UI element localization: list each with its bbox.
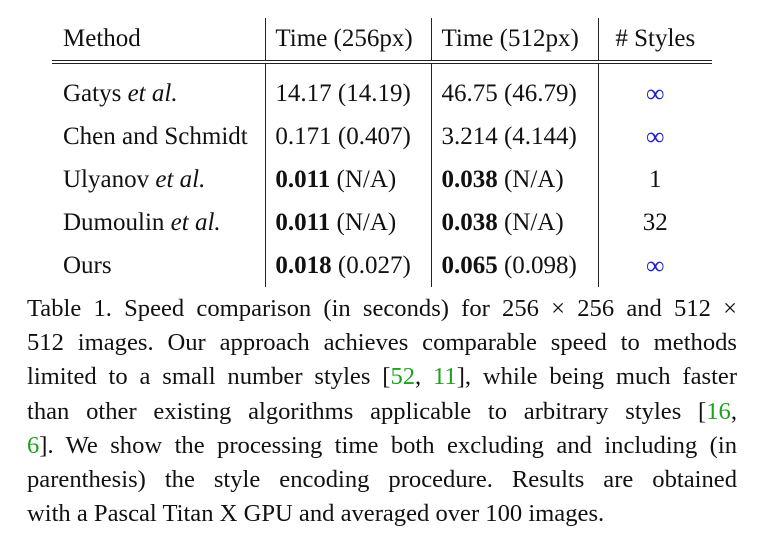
table-body: Gatys et al. 14.17 (14.19) 46.75 (46.79) ∞ C…: [52, 62, 712, 287]
table-row: Ulyanov et al. 0.011 (N/A) 0.038 (N/A) 1: [52, 158, 712, 201]
method-cell: Dumoulin et al.: [63, 208, 221, 236]
time-256-cell: 14.17 (14.19): [265, 72, 432, 115]
time-512-cell: 0.038 (N/A): [431, 201, 599, 244]
table-header-row: Method Time (256px) Time (512px) # Style…: [52, 18, 712, 64]
table-top-spacer: [52, 62, 712, 72]
infinity-symbol: ∞: [646, 78, 665, 108]
time-256-cell: 0.011 (N/A): [265, 158, 432, 201]
method-cell: Ulyanov et al.: [63, 165, 206, 193]
table-caption: Table 1. Speed comparison (in seconds) f…: [27, 292, 737, 531]
time-512-cell: 46.75 (46.79): [431, 72, 599, 115]
header-num-styles: # Styles: [597, 18, 712, 64]
citation-link-6[interactable]: 6: [27, 431, 40, 459]
method-cell: Gatys et al.: [63, 79, 178, 107]
time-512-cell: 0.065 (0.098): [431, 244, 599, 287]
num-styles-cell: 32: [597, 201, 712, 244]
caption-line: limited to a small number styles [52, 11…: [27, 363, 738, 391]
header-time-512: Time (512px): [431, 18, 599, 64]
citation-link-16[interactable]: 16: [706, 397, 731, 425]
infinity-symbol: ∞: [646, 250, 665, 280]
caption-line: 6]. We show the processing time both exc…: [27, 431, 737, 459]
citation-link-11[interactable]: 11: [433, 363, 457, 391]
num-styles-cell: ∞: [597, 72, 712, 115]
time-256-cell: 0.171 (0.407): [265, 115, 432, 158]
table-row: Dumoulin et al. 0.011 (N/A) 0.038 (N/A) 32: [52, 201, 712, 244]
method-cell: Chen and Schmidt: [63, 122, 248, 150]
num-styles-cell: ∞: [597, 244, 712, 287]
caption-line: 512 images. Our approach achieves compar…: [27, 329, 737, 357]
time-512-cell: 0.038 (N/A): [431, 158, 599, 201]
time-256-cell: 0.018 (0.027): [265, 244, 432, 287]
caption-line: Table 1. Speed comparison (in seconds) f…: [27, 295, 737, 322]
table-row: Chen and Schmidt 0.171 (0.407) 3.214 (4.14…: [52, 115, 712, 158]
table-row: Gatys et al. 14.17 (14.19) 46.75 (46.79) ∞: [52, 72, 712, 115]
caption-line: parenthesis) the style encoding procedur…: [27, 466, 737, 494]
speed-comparison-table-container: Method Time (256px) Time (512px) # Style…: [52, 18, 712, 287]
header-method: Method: [52, 18, 266, 64]
caption-line: with a Pascal Titan X GPU and averaged o…: [27, 500, 605, 528]
time-512-cell: 3.214 (4.144): [431, 115, 599, 158]
table-row: Ours 0.018 (0.027) 0.065 (0.098) ∞: [52, 244, 712, 287]
time-256-cell: 0.011 (N/A): [265, 201, 432, 244]
caption-line: than other existing algorithms applicabl…: [27, 397, 737, 425]
speed-comparison-table: Method Time (256px) Time (512px) # Style…: [52, 18, 712, 287]
num-styles-cell: 1: [597, 158, 712, 201]
num-styles-cell: ∞: [597, 115, 712, 158]
header-time-256: Time (256px): [265, 18, 432, 64]
infinity-symbol: ∞: [646, 121, 665, 151]
citation-link-52[interactable]: 52: [390, 363, 416, 391]
method-cell: Ours: [63, 251, 112, 279]
